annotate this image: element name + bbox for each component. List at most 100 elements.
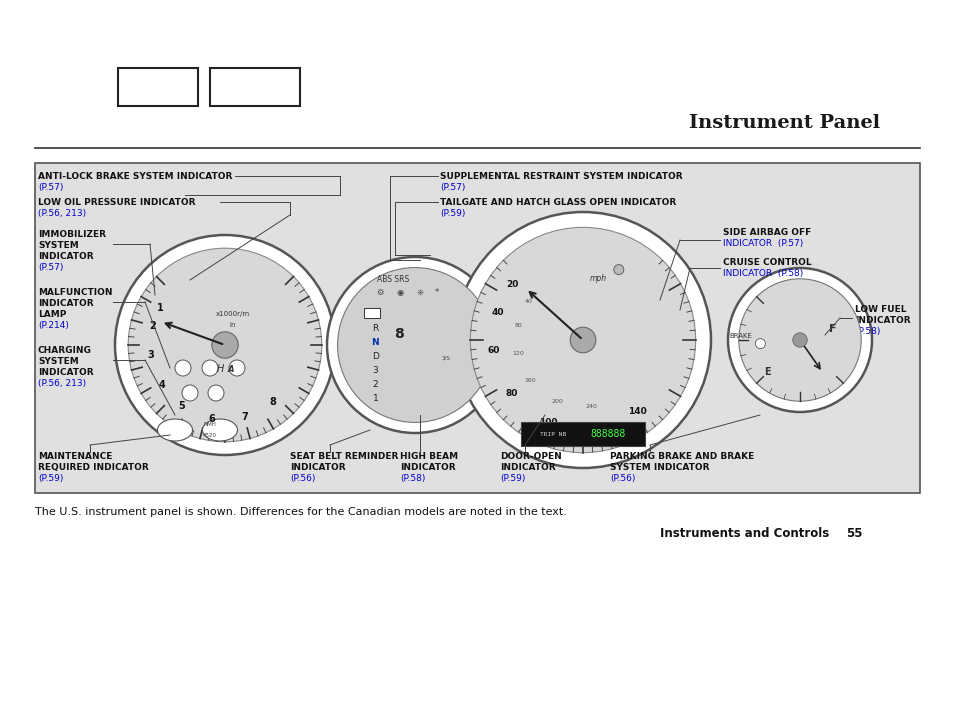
Text: CRUISE CONTROL: CRUISE CONTROL (722, 258, 811, 267)
Text: (P.56, 213): (P.56, 213) (38, 209, 86, 218)
Text: 40: 40 (491, 308, 503, 317)
Text: 100: 100 (538, 418, 557, 427)
Circle shape (570, 327, 596, 353)
Text: F: F (828, 324, 835, 334)
Text: 20: 20 (506, 280, 518, 290)
Text: (P.56): (P.56) (609, 474, 635, 483)
Text: SUPPLEMENTAL RESTRAINT SYSTEM INDICATOR: SUPPLEMENTAL RESTRAINT SYSTEM INDICATOR (439, 172, 682, 181)
Text: 60: 60 (487, 346, 499, 356)
Text: (P.57): (P.57) (38, 183, 63, 192)
Text: BRAKE: BRAKE (729, 334, 752, 339)
Circle shape (755, 339, 764, 349)
Circle shape (613, 265, 623, 275)
Text: 4: 4 (158, 380, 165, 390)
Text: IMMOBILIZER: IMMOBILIZER (38, 230, 106, 239)
Text: INDICATOR: INDICATOR (499, 463, 555, 472)
Text: D: D (372, 351, 378, 361)
Text: A: A (228, 365, 234, 373)
Bar (118, 68, 198, 106)
Text: 4520: 4520 (203, 432, 216, 437)
Text: 2: 2 (150, 321, 156, 331)
Bar (364, 308, 379, 318)
Text: ABS SRS: ABS SRS (376, 275, 409, 283)
Text: 7: 7 (241, 413, 248, 422)
Text: 2: 2 (373, 380, 377, 388)
Text: INDICATOR: INDICATOR (38, 299, 93, 308)
Text: Instruments and Controls: Instruments and Controls (659, 527, 828, 540)
Circle shape (208, 385, 224, 401)
Circle shape (212, 332, 238, 359)
Text: HIGH BEAM: HIGH BEAM (399, 452, 457, 461)
Text: INDICATOR: INDICATOR (38, 252, 93, 261)
Text: (P.58): (P.58) (399, 474, 425, 483)
Text: 80: 80 (514, 322, 521, 327)
Text: km/h: km/h (574, 429, 591, 435)
Text: TAILGATE AND HATCH GLASS OPEN INDICATOR: TAILGATE AND HATCH GLASS OPEN INDICATOR (439, 198, 676, 207)
Text: (P.58): (P.58) (854, 327, 880, 336)
Circle shape (738, 279, 861, 401)
Text: ❈: ❈ (416, 288, 423, 297)
Text: *: * (435, 288, 438, 297)
Text: LAMP: LAMP (38, 310, 67, 319)
Text: 1: 1 (156, 302, 163, 312)
Text: 160: 160 (523, 378, 535, 383)
Circle shape (455, 212, 710, 468)
Text: The U.S. instrument panel is shown. Differences for the Canadian models are note: The U.S. instrument panel is shown. Diff… (35, 507, 566, 517)
Text: 5: 5 (178, 401, 185, 411)
Bar (35, 163, 919, 493)
Text: INDICATOR: INDICATOR (290, 463, 345, 472)
Text: MAINTENANCE: MAINTENANCE (38, 452, 112, 461)
Text: SYSTEM: SYSTEM (38, 357, 79, 366)
Circle shape (115, 235, 335, 455)
Circle shape (337, 268, 492, 422)
Text: LOW OIL PRESSURE INDICATOR: LOW OIL PRESSURE INDICATOR (38, 198, 195, 207)
Text: 1: 1 (372, 394, 378, 403)
Text: (P.56, 213): (P.56, 213) (38, 379, 86, 388)
Text: ◉: ◉ (395, 288, 403, 297)
Circle shape (182, 385, 198, 401)
Text: mph: mph (589, 274, 606, 283)
Text: 80: 80 (505, 389, 517, 398)
Text: (P.59): (P.59) (439, 209, 465, 218)
Text: 3: 3 (148, 351, 154, 361)
Text: 140: 140 (627, 407, 645, 416)
Text: 200: 200 (551, 399, 562, 404)
Text: MALFUNCTION: MALFUNCTION (38, 288, 112, 297)
Text: (P.57): (P.57) (439, 183, 465, 192)
Circle shape (727, 268, 871, 412)
Text: SYSTEM: SYSTEM (38, 241, 79, 250)
Text: 8: 8 (270, 398, 276, 408)
Text: 3/S: 3/S (441, 356, 450, 361)
Text: ANTI-LOCK BRAKE SYSTEM INDICATOR: ANTI-LOCK BRAKE SYSTEM INDICATOR (38, 172, 233, 181)
Text: REQUIRED INDICATOR: REQUIRED INDICATOR (38, 463, 149, 472)
Text: 40: 40 (524, 300, 532, 305)
Text: P: P (373, 310, 377, 319)
Text: (P.57): (P.57) (38, 263, 63, 272)
Text: x1000r/m: x1000r/m (215, 311, 250, 317)
Text: 240: 240 (584, 403, 597, 408)
Bar (210, 68, 299, 106)
Text: DOOR-OPEN: DOOR-OPEN (499, 452, 561, 461)
Circle shape (174, 360, 191, 376)
Text: ⚙: ⚙ (375, 288, 383, 297)
Text: NMH: NMH (203, 422, 216, 427)
Text: INDICATOR: INDICATOR (854, 316, 910, 325)
Text: 120: 120 (512, 351, 523, 356)
Text: (P.214): (P.214) (38, 321, 69, 330)
Text: INDICATOR  (P.57): INDICATOR (P.57) (722, 239, 802, 248)
Text: in: in (230, 322, 236, 328)
Text: H: H (216, 364, 223, 374)
Text: TRIP NB: TRIP NB (539, 432, 565, 437)
Text: INDICATOR: INDICATOR (38, 368, 93, 377)
Text: SYSTEM INDICATOR: SYSTEM INDICATOR (609, 463, 709, 472)
Ellipse shape (202, 419, 237, 441)
Text: PARKING BRAKE AND BRAKE: PARKING BRAKE AND BRAKE (609, 452, 754, 461)
Text: Instrument Panel: Instrument Panel (688, 114, 879, 132)
Text: SIDE AIRBAG OFF: SIDE AIRBAG OFF (722, 228, 810, 237)
Circle shape (202, 360, 218, 376)
Text: R: R (372, 324, 378, 333)
Text: CHARGING: CHARGING (38, 346, 91, 355)
Ellipse shape (157, 419, 193, 441)
Text: INDICATOR  (P.58): INDICATOR (P.58) (722, 269, 802, 278)
Bar (520, 422, 644, 446)
